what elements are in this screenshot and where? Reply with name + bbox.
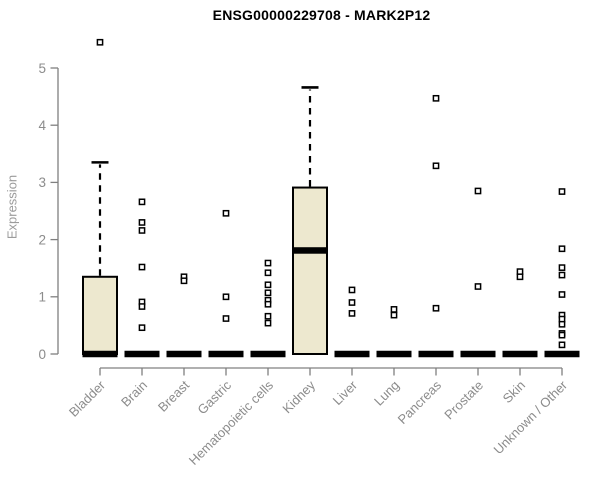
outlier-point — [558, 320, 566, 328]
median-line — [166, 350, 202, 358]
median-line — [208, 350, 244, 358]
y-tick-label: 1 — [38, 290, 46, 305]
x-tick-label: Kidney — [279, 377, 318, 416]
x-tick-label: Liver — [330, 377, 361, 408]
outlier-point — [138, 219, 146, 226]
outlier-point — [558, 271, 566, 279]
outlier-point — [558, 331, 566, 339]
x-tick-label: Brain — [118, 378, 150, 410]
outlier-point — [222, 293, 230, 301]
y-tick-label: 2 — [38, 232, 46, 247]
outlier-point — [264, 312, 272, 320]
x-tick-label: Lung — [371, 378, 402, 409]
outlier-point — [558, 245, 566, 253]
x-tick-label: Breast — [155, 377, 192, 414]
outlier-point — [432, 94, 440, 102]
y-tick-label: 3 — [38, 175, 46, 190]
outlier-point — [264, 269, 272, 277]
x-tick-label: Gastric — [194, 377, 234, 417]
outlier-point — [348, 299, 356, 306]
median-line — [418, 350, 454, 358]
outlier-point — [558, 264, 566, 271]
y-tick-label: 5 — [38, 61, 46, 76]
median-line — [334, 350, 370, 358]
y-tick-label: 0 — [38, 347, 46, 362]
outlier-point — [222, 209, 230, 217]
x-tick-label: Pancreas — [395, 377, 445, 427]
outlier-point — [474, 283, 482, 290]
x-tick-label: Skin — [500, 378, 528, 406]
outlier-point — [138, 198, 146, 206]
median-line — [376, 350, 412, 358]
outlier-point — [348, 310, 356, 317]
x-tick-label: Bladder — [66, 377, 109, 420]
outlier-point — [180, 277, 188, 285]
outlier-point — [516, 273, 524, 281]
x-tick-label: Prostate — [441, 378, 486, 423]
outlier-point — [348, 286, 356, 294]
median-line — [502, 350, 538, 358]
median-line — [544, 350, 580, 358]
outlier-point — [390, 311, 398, 319]
chart-title: ENSG00000229708 - MARK2P12 — [212, 7, 431, 23]
outlier-point — [138, 227, 146, 234]
outlier-point — [96, 38, 104, 46]
outlier-point — [558, 188, 566, 195]
outlier-point — [138, 263, 146, 271]
box — [292, 186, 328, 355]
outlier-point — [222, 315, 230, 322]
outlier-point — [558, 341, 566, 349]
outlier-point — [390, 306, 398, 313]
y-tick-label: 4 — [38, 118, 46, 133]
median-line — [292, 247, 328, 254]
box — [82, 275, 118, 355]
outlier-point — [264, 281, 272, 289]
y-axis-label: Expression — [4, 174, 20, 240]
outlier-point — [138, 303, 146, 310]
median-line — [460, 350, 496, 358]
median-line — [124, 350, 160, 358]
outlier-point — [264, 289, 272, 297]
outlier-point — [474, 187, 482, 195]
outlier-point — [558, 291, 566, 298]
outlier-point — [264, 259, 272, 267]
outlier-point — [264, 300, 272, 308]
outlier-point — [432, 304, 440, 312]
outlier-point — [264, 319, 272, 327]
outlier-point — [138, 324, 146, 332]
x-tick-label: Unknown / Other — [491, 377, 571, 457]
median-line — [82, 350, 118, 358]
median-line — [250, 350, 286, 358]
outlier-point — [432, 162, 440, 170]
